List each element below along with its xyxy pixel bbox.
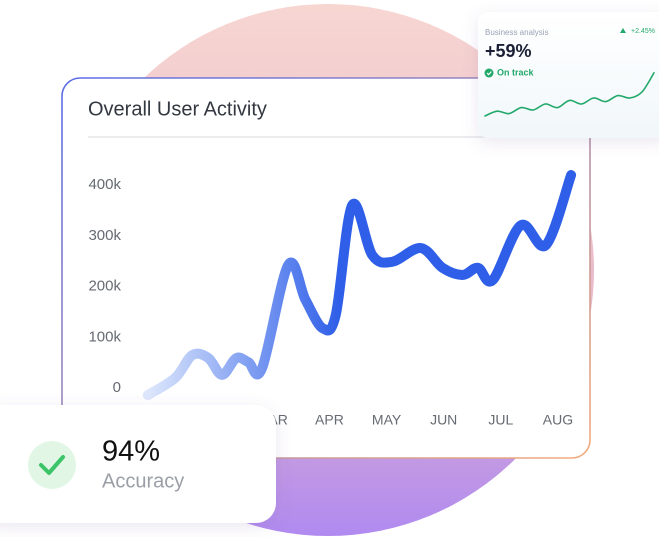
plot: 0100k200k300k400kMARAPRMAYJUNJULAUG [88,170,577,428]
card-frame [0,405,276,523]
y-tick-label: 0 [113,379,121,396]
status-icon [484,68,494,78]
y-tick-label: 200k [88,278,121,295]
business-card: Business analysis +2.45% +59% On track [478,12,659,138]
check-badge [28,441,76,489]
accuracy-value: 94% [102,436,160,468]
chart-title: Overall User Activity [88,98,267,120]
accuracy-card: 94% Accuracy [0,405,276,523]
x-tick-label: MAY [372,412,402,428]
card-frame [478,12,659,138]
y-tick-label: 100k [88,328,121,345]
activity-card: Overall User Activity 0 100k 200k 300k 400k M… [61,77,591,459]
card-frame [61,77,591,459]
up-icon [620,28,626,33]
y-tick-label: 400k [88,176,121,193]
line [484,72,655,117]
status-check [486,71,492,76]
line [142,170,577,401]
metric: +59% [485,41,532,61]
sparkline [484,72,655,117]
x-tick-label: AUG [543,412,573,428]
x-tick-label: JUL [488,412,513,428]
change: +2.45% [631,28,655,35]
check-icon [39,455,65,475]
y-tick-label: 300k [88,227,121,244]
card-title: Business analysis [485,28,549,37]
x-tick-label: APR [315,412,344,428]
x-tick-label: JUN [430,412,457,428]
accuracy-label: Accuracy [102,470,184,492]
status: On track [497,67,535,77]
